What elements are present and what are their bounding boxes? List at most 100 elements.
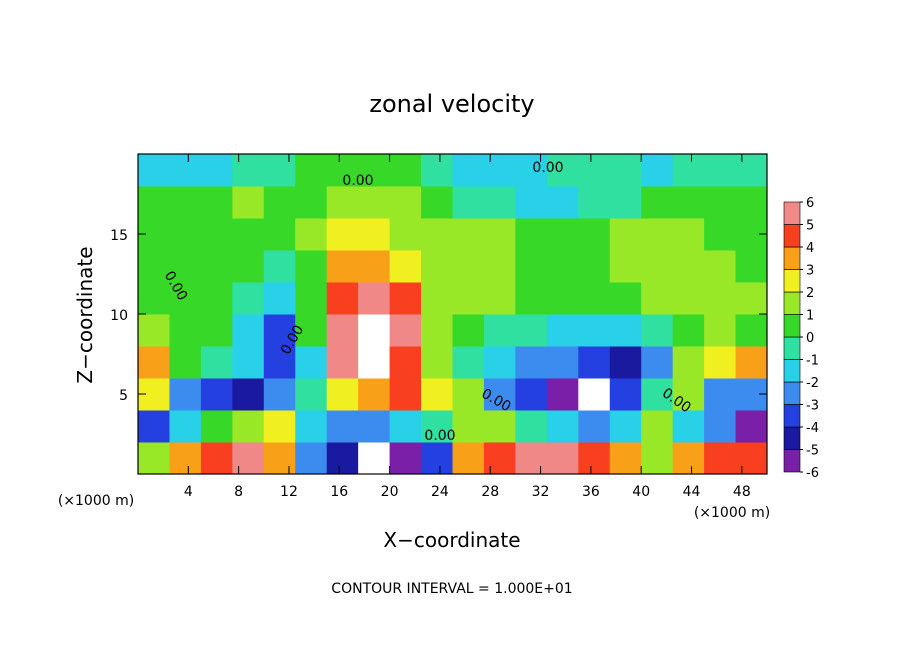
cell xyxy=(232,186,265,219)
cell xyxy=(641,442,674,475)
cell xyxy=(169,250,202,283)
cell xyxy=(641,282,674,315)
cell xyxy=(138,346,170,379)
cell xyxy=(483,378,516,411)
cell xyxy=(295,410,328,443)
cell xyxy=(263,186,296,219)
cell xyxy=(735,282,768,315)
cell xyxy=(641,186,674,219)
cell xyxy=(735,250,768,283)
contour-label: 0.00 xyxy=(342,173,373,189)
cell xyxy=(358,378,391,411)
cell xyxy=(452,154,485,187)
cell xyxy=(200,186,233,219)
cell xyxy=(138,282,170,315)
cell xyxy=(641,154,674,187)
cell xyxy=(672,186,705,219)
cell xyxy=(421,154,453,187)
cell xyxy=(295,186,328,219)
cell xyxy=(263,218,296,251)
cell xyxy=(609,250,642,283)
cell xyxy=(263,154,296,187)
cell xyxy=(452,410,485,443)
cell xyxy=(295,314,328,347)
cell xyxy=(263,250,296,283)
cell xyxy=(421,410,453,443)
footer-text: CONTOUR INTERVAL = 1.000E+01 xyxy=(331,581,572,597)
cell xyxy=(232,442,265,475)
y-tick-label: 10 xyxy=(110,308,128,324)
colorbar-swatch xyxy=(783,224,801,248)
cell xyxy=(232,218,265,251)
cell xyxy=(263,442,296,475)
cell xyxy=(232,282,265,315)
x-tick-label: 36 xyxy=(582,484,600,500)
cell xyxy=(672,154,705,187)
cell xyxy=(232,154,265,187)
cell xyxy=(578,250,611,283)
cell xyxy=(672,410,705,443)
colorbar-label: -6 xyxy=(806,466,819,481)
cell xyxy=(326,250,359,283)
cell xyxy=(232,314,265,347)
cell xyxy=(421,186,453,219)
cell xyxy=(326,442,359,475)
y-tick-label: 15 xyxy=(110,228,128,244)
colorbar-swatch xyxy=(783,269,801,293)
cell xyxy=(546,218,579,251)
cell xyxy=(452,282,485,315)
cell xyxy=(672,378,705,411)
cell xyxy=(169,378,202,411)
cell xyxy=(735,314,768,347)
cell xyxy=(169,442,202,475)
cell xyxy=(515,218,548,251)
cell xyxy=(421,378,453,411)
cell xyxy=(578,410,611,443)
cell xyxy=(421,314,453,347)
cell xyxy=(515,378,548,411)
cell xyxy=(200,410,233,443)
cell xyxy=(735,346,768,379)
colorbar-swatch xyxy=(783,404,801,428)
cell xyxy=(704,442,737,475)
cell xyxy=(515,346,548,379)
cell xyxy=(641,250,674,283)
cell xyxy=(546,186,579,219)
cell xyxy=(232,346,265,379)
cell xyxy=(452,378,485,411)
cell xyxy=(735,442,768,475)
colorbar-swatch xyxy=(783,449,801,473)
cell xyxy=(358,442,391,475)
colorbar-swatch xyxy=(783,336,801,360)
cell xyxy=(389,186,422,219)
cell xyxy=(704,314,737,347)
x-tick-label: 8 xyxy=(234,484,243,500)
cell xyxy=(672,218,705,251)
cell xyxy=(546,282,579,315)
cell xyxy=(200,378,233,411)
colorbar-swatch xyxy=(783,381,801,405)
cell xyxy=(704,346,737,379)
cell xyxy=(546,442,579,475)
cell xyxy=(389,154,422,187)
colorbar-label: 6 xyxy=(806,196,814,211)
x-tick-label: 32 xyxy=(532,484,550,500)
cell xyxy=(483,282,516,315)
cell xyxy=(483,346,516,379)
cell xyxy=(263,378,296,411)
cell xyxy=(326,410,359,443)
cell xyxy=(704,250,737,283)
cell xyxy=(546,250,579,283)
cell xyxy=(672,442,705,475)
cell xyxy=(326,314,359,347)
cell xyxy=(515,282,548,315)
cell xyxy=(200,218,233,251)
cell xyxy=(609,442,642,475)
colorbar-label: -1 xyxy=(806,354,819,369)
cell xyxy=(232,250,265,283)
cell xyxy=(358,154,391,187)
cell xyxy=(358,186,391,219)
cell xyxy=(578,282,611,315)
colorbar-label: 5 xyxy=(806,219,814,234)
cell xyxy=(515,250,548,283)
